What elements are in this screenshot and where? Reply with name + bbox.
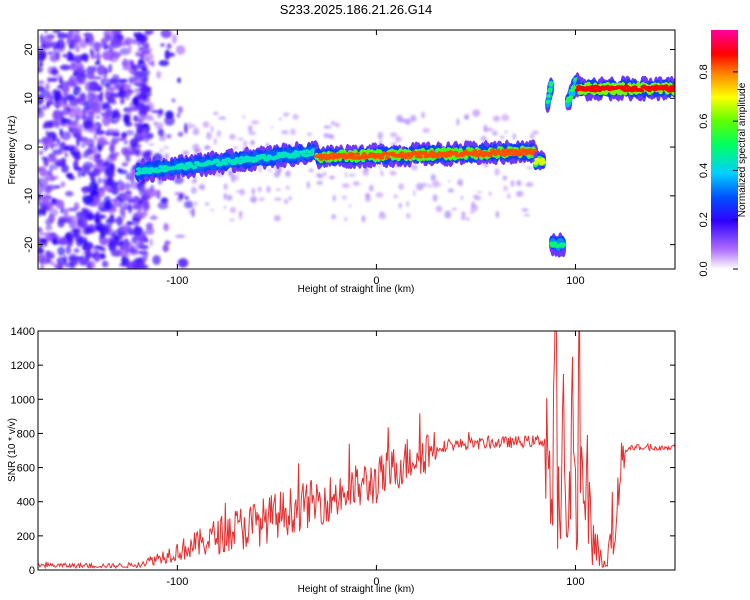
snr-series-line: [38, 331, 675, 570]
snr-ylabel: SNR (10 * v/v): [7, 418, 18, 482]
colorbar-label: Normalized spectral amplitude: [737, 82, 748, 217]
snr-xtick-label: -100: [166, 576, 188, 588]
snr-ytick-label: 600: [17, 463, 35, 475]
spectrogram-xtick-label: -100: [166, 275, 188, 287]
spectrogram-frame: [37, 29, 676, 270]
colorbar-tick-label: 0.8: [698, 64, 710, 79]
spectrogram-ylabel: Frequency (Hz): [7, 116, 18, 185]
colorbar-tick-label: 0.0: [698, 261, 710, 276]
spectrogram-xlabel: Height of straight line (km): [298, 284, 415, 295]
spectrogram-ytick-label: -20: [23, 237, 35, 253]
colorbar-tick-label: 0.4: [698, 163, 710, 178]
colorbar-ticks: 0.0 0.2 0.4 0.6 0.8: [698, 64, 738, 277]
spectrogram-feature: [314, 139, 539, 170]
spectrogram-heatmap: [38, 30, 675, 269]
snr-xtick-label: 100: [566, 576, 584, 588]
snr-plot-area: [38, 331, 675, 570]
spectrogram-feature: [549, 232, 567, 258]
spectrogram-ytick-label: 0: [23, 144, 35, 150]
chart-title: S233.2025.186.21.26.G14: [280, 2, 433, 17]
spectrogram-xtick-label: 100: [566, 275, 584, 287]
snr-ytick-label: 800: [17, 428, 35, 440]
spectrogram-ytick-label: 10: [23, 92, 35, 104]
colorbar-tick-label: 0.2: [698, 212, 710, 227]
snr-ytick-label: 1200: [11, 360, 35, 372]
snr-ytick-label: 200: [17, 531, 35, 543]
spectrogram-feature: [574, 75, 675, 102]
colorbar-tick-label: 0.6: [698, 114, 710, 129]
spectrogram-feature: [545, 77, 555, 113]
snr-xlabel: Height of straight line (km): [298, 584, 415, 595]
snr-xtick-label: 0: [373, 576, 379, 588]
snr-ytick-label: 1000: [11, 394, 35, 406]
spectrogram-ytick-label: -10: [23, 188, 35, 204]
spectrogram-ytick-label: 20: [23, 43, 35, 55]
colorbar-gradient: [711, 30, 738, 269]
snr-ytick-label: 1400: [11, 326, 35, 338]
colorbar: 0.0 0.2 0.4 0.6 0.8 Normalized spectral ampl…: [698, 30, 748, 277]
snr-frame: [37, 330, 676, 571]
snr-ytick-label: 0: [29, 565, 35, 577]
spectrogram-xtick-label: 0: [373, 275, 379, 287]
spectrogram-feature: [533, 150, 547, 171]
snr-ytick-label: 400: [17, 497, 35, 509]
